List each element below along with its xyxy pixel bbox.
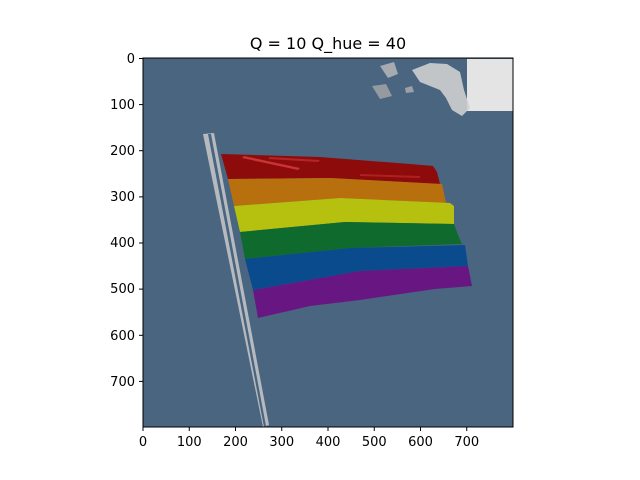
x-tick-label: 300 (269, 435, 294, 450)
x-tick-label: 200 (223, 435, 248, 450)
figure-title: Q = 10 Q_hue = 40 (250, 34, 406, 54)
y-tick-label: 200 (110, 144, 135, 159)
x-tick-label: 500 (362, 435, 387, 450)
y-tick-label: 600 (110, 329, 135, 344)
x-axis: 0 100 200 300 400 500 600 700 (139, 427, 479, 450)
y-tick-label: 100 (110, 98, 135, 113)
y-tick-label: 300 (110, 190, 135, 205)
y-tick-label: 700 (110, 375, 135, 390)
x-tick-label: 700 (454, 435, 479, 450)
y-axis: 0 100 200 300 400 500 600 700 (110, 52, 143, 390)
rainbow-flag (221, 154, 472, 318)
x-tick-label: 100 (177, 435, 202, 450)
y-tick-label: 500 (110, 282, 135, 297)
y-tick-label: 400 (110, 236, 135, 251)
y-tick-label: 0 (127, 52, 135, 67)
x-tick-label: 400 (316, 435, 341, 450)
image-region (142, 57, 514, 428)
x-tick-label: 600 (408, 435, 433, 450)
x-tick-label: 0 (139, 435, 147, 450)
building-top-right (372, 59, 513, 116)
flag-pole (203, 133, 269, 427)
